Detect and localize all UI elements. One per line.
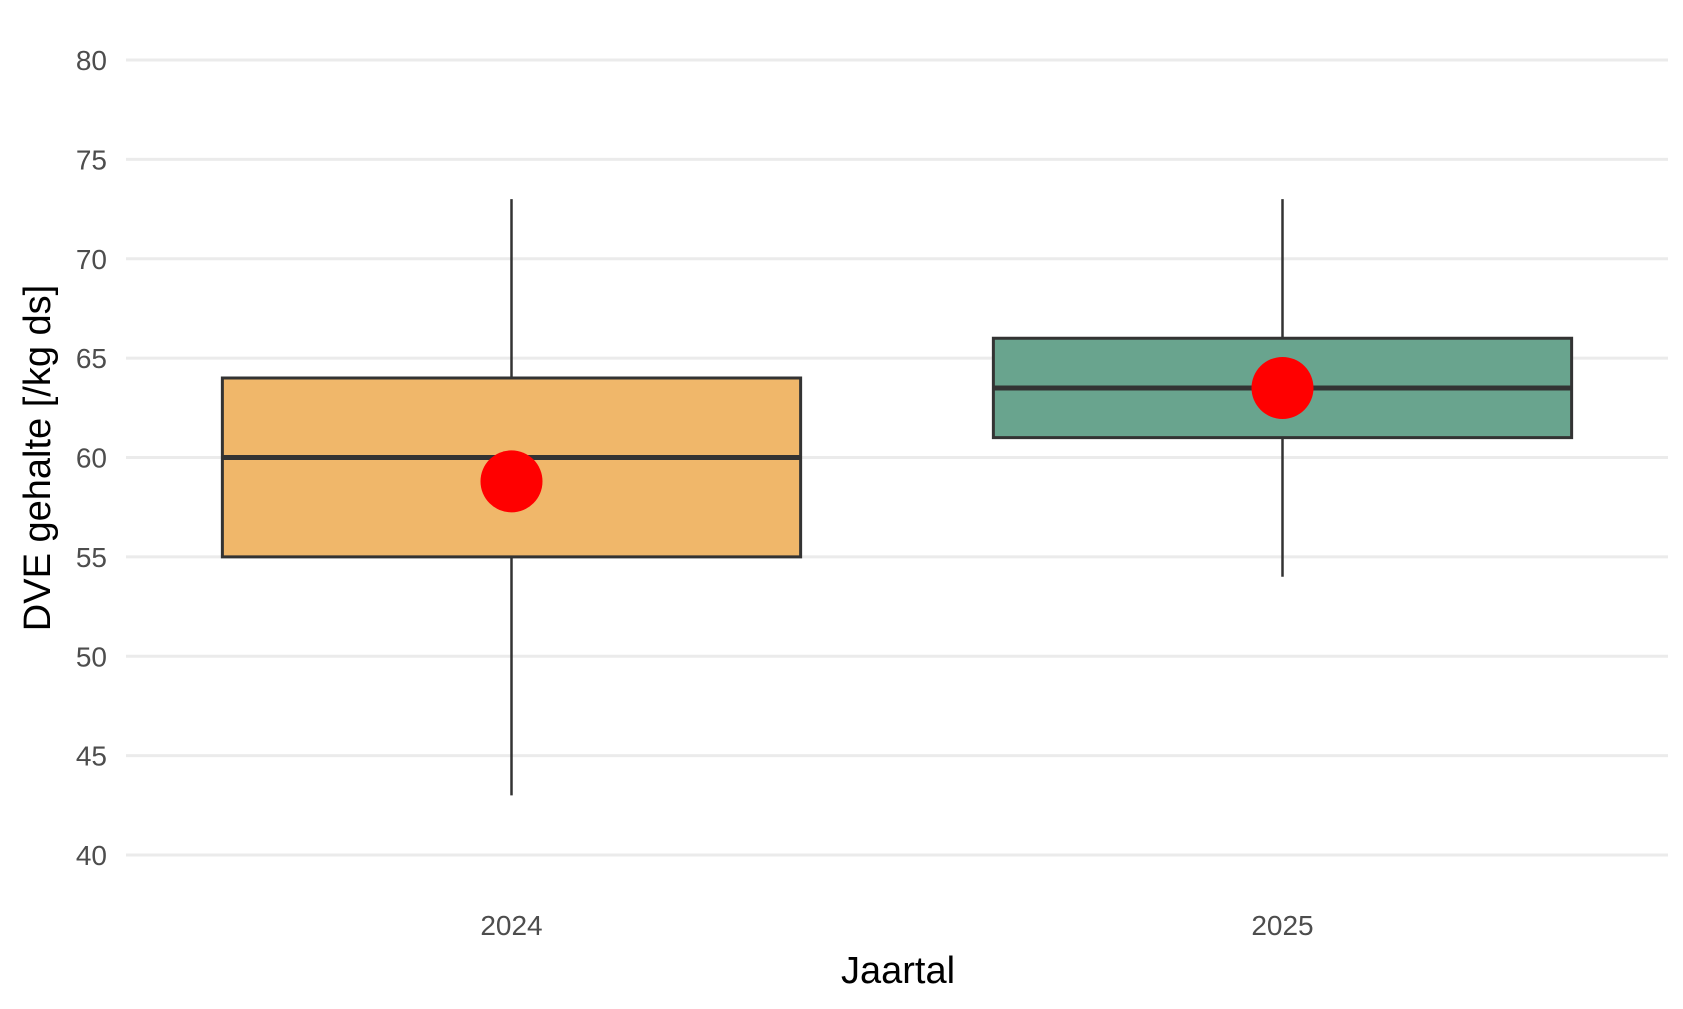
box-group-2024 — [220, 199, 803, 796]
y-axis-title: DVE gehalte [/kg ds] — [17, 285, 59, 631]
y-tick-label: 70 — [76, 244, 107, 275]
y-tick-label: 65 — [76, 343, 107, 374]
boxes — [220, 199, 1574, 796]
y-tick-label: 75 — [76, 144, 107, 175]
y-tick-label: 55 — [76, 542, 107, 573]
y-tick-label: 80 — [76, 45, 107, 76]
y-tick-labels: 40 45 50 55 60 65 70 75 80 — [76, 45, 107, 871]
box-group-2025 — [991, 199, 1574, 577]
y-tick-label: 50 — [76, 641, 107, 672]
y-tick-label: 60 — [76, 443, 107, 474]
x-axis-title: Jaartal — [841, 950, 955, 992]
x-tick-labels: 2024 2025 — [480, 910, 1313, 941]
mean-marker — [1251, 356, 1314, 419]
mean-marker — [480, 450, 543, 513]
x-tick-label: 2024 — [480, 910, 542, 941]
y-tick-label: 45 — [76, 741, 107, 772]
x-tick-label: 2025 — [1251, 910, 1313, 941]
y-tick-label: 40 — [76, 840, 107, 871]
